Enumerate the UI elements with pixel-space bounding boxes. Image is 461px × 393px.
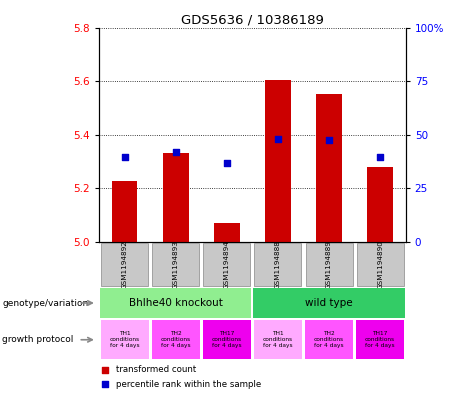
Text: GSM1194892: GSM1194892 (122, 240, 128, 289)
Bar (254, 288, 405, 318)
Text: percentile rank within the sample: percentile rank within the sample (116, 380, 261, 389)
Text: wild type: wild type (305, 298, 353, 308)
Point (377, 154, 384, 160)
Point (274, 136, 282, 142)
Text: GSM1194889: GSM1194889 (326, 240, 332, 289)
Bar (112, 182, 137, 242)
Bar (152, 242, 199, 286)
Text: Bhlhe40 knockout: Bhlhe40 knockout (129, 298, 223, 308)
Text: genotype/variation: genotype/variation (2, 299, 89, 307)
Bar (203, 320, 251, 359)
Text: GSM1194893: GSM1194893 (173, 240, 179, 289)
Point (172, 149, 179, 155)
Bar (203, 242, 250, 286)
Bar (367, 167, 393, 242)
Bar (265, 80, 291, 242)
Text: TH2
conditions
for 4 days: TH2 conditions for 4 days (314, 331, 344, 348)
Bar (305, 320, 353, 359)
Bar (100, 320, 149, 359)
Point (101, 367, 109, 373)
Text: GSM1194894: GSM1194894 (224, 240, 230, 289)
Bar (152, 320, 200, 359)
Bar (254, 320, 302, 359)
Text: TH1
conditions
for 4 days: TH1 conditions for 4 days (110, 331, 140, 348)
Point (101, 381, 109, 387)
Text: growth protocol: growth protocol (2, 335, 74, 344)
Text: TH1
conditions
for 4 days: TH1 conditions for 4 days (263, 331, 293, 348)
Title: GDS5636 / 10386189: GDS5636 / 10386189 (181, 13, 324, 26)
Text: TH17
conditions
for 4 days: TH17 conditions for 4 days (212, 331, 242, 348)
Point (223, 160, 230, 166)
Bar (163, 153, 189, 242)
Text: TH17
conditions
for 4 days: TH17 conditions for 4 days (365, 331, 395, 348)
Bar (306, 242, 353, 286)
Bar (357, 242, 404, 286)
Point (325, 137, 333, 143)
Bar (316, 94, 342, 242)
Point (121, 154, 128, 160)
Bar (214, 223, 240, 242)
Text: transformed count: transformed count (116, 365, 196, 374)
Bar (101, 242, 148, 286)
Bar (356, 320, 404, 359)
Bar (100, 288, 251, 318)
Text: TH2
conditions
for 4 days: TH2 conditions for 4 days (161, 331, 191, 348)
Bar (254, 242, 301, 286)
Text: GSM1194888: GSM1194888 (275, 240, 281, 289)
Text: GSM1194890: GSM1194890 (377, 240, 383, 289)
